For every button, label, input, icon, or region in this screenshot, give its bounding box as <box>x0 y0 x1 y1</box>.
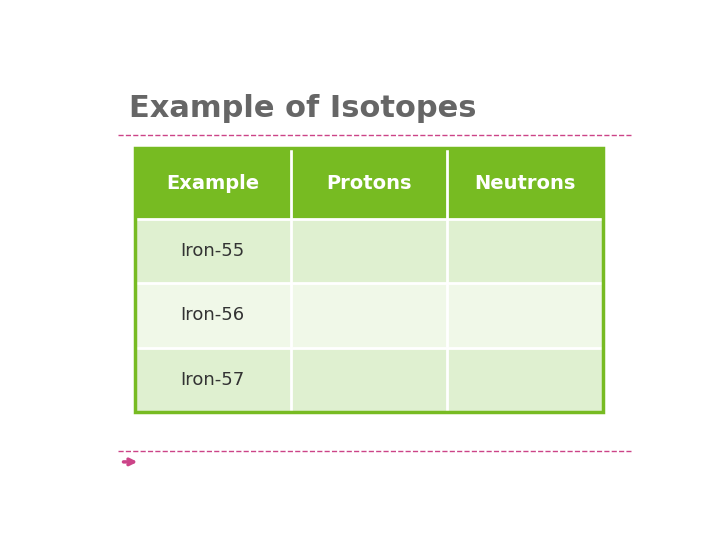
Bar <box>291 148 447 219</box>
Bar <box>447 348 603 412</box>
Bar <box>291 348 447 412</box>
Text: Example: Example <box>166 174 259 193</box>
Text: Iron-55: Iron-55 <box>181 242 245 260</box>
Text: Neutrons: Neutrons <box>474 174 576 193</box>
Bar <box>291 283 447 348</box>
Bar <box>447 283 603 348</box>
Bar <box>447 219 603 283</box>
Bar <box>291 219 447 283</box>
Bar <box>135 219 291 283</box>
Text: Example of Isotopes: Example of Isotopes <box>129 94 477 123</box>
Bar <box>135 348 291 412</box>
Text: Iron-56: Iron-56 <box>181 306 245 325</box>
Bar <box>135 283 291 348</box>
Bar <box>135 148 291 219</box>
Text: Iron-57: Iron-57 <box>181 371 245 389</box>
Bar <box>447 148 603 219</box>
Text: Protons: Protons <box>326 174 412 193</box>
Bar <box>135 148 603 412</box>
